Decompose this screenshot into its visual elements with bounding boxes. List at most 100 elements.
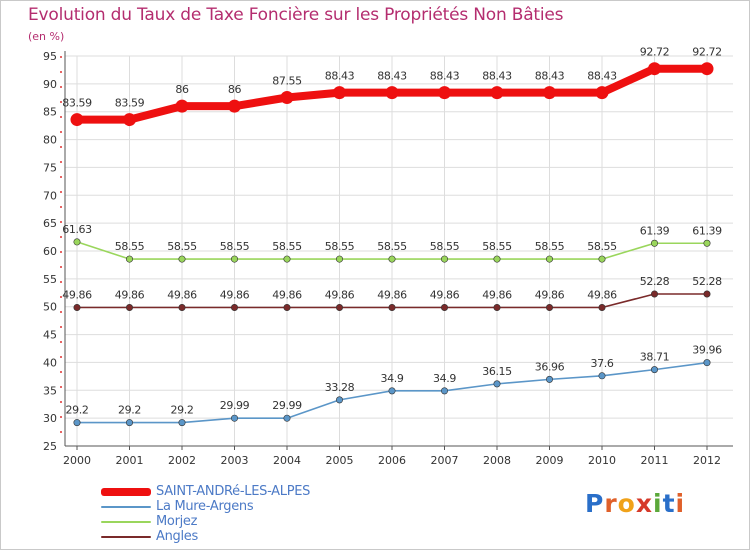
- point-saint-andr-les-alpes-2000: [70, 113, 84, 127]
- point-angles-2003: [231, 303, 239, 311]
- legend-label-morjez: Morjez: [156, 514, 198, 529]
- data-label-angles-2006: 49.86: [377, 288, 407, 301]
- point-la-mure-argens-2002: [178, 419, 186, 427]
- data-label-la-mure-argens-2009: 36.96: [535, 360, 565, 373]
- point-saint-andr-les-alpes-2005: [333, 86, 346, 100]
- data-label-saint-andr-les-alpes-2000: 83.59: [62, 97, 92, 110]
- data-label-angles-2000: 49.86: [62, 288, 92, 301]
- point-la-mure-argens-2011: [650, 366, 658, 374]
- y-tick-label-90: 90: [43, 78, 57, 91]
- data-label-saint-andr-les-alpes-2011: 92.72: [640, 46, 670, 59]
- y-tick-label-55: 55: [43, 273, 57, 286]
- y-tick-label-60: 60: [43, 245, 57, 258]
- x-tick-label-2008: 2008: [483, 454, 511, 467]
- data-label-saint-andr-les-alpes-2001: 83.59: [115, 97, 145, 110]
- point-angles-2004: [283, 303, 291, 311]
- chart-data-labels: 83.59 83.59 86 86 87.55 88.43 88.43 88.43 88.43 8…: [62, 46, 722, 417]
- data-label-saint-andr-les-alpes-2010: 88.43: [587, 70, 617, 83]
- logo-letter: i: [653, 489, 663, 518]
- y-tick-label-75: 75: [43, 161, 57, 174]
- point-morjez-2011: [650, 239, 658, 247]
- chart-grid: [65, 55, 733, 447]
- point-saint-andr-les-alpes-2012: [700, 62, 714, 76]
- point-la-mure-argens-2000: [73, 419, 81, 427]
- point-morjez-2001: [126, 255, 134, 263]
- data-label-morjez-2001: 58.55: [115, 240, 145, 253]
- y-tick-label-45: 45: [43, 329, 57, 342]
- point-saint-andr-les-alpes-2011: [648, 62, 661, 76]
- y-tick-label-40: 40: [43, 356, 57, 369]
- point-saint-andr-les-alpes-2009: [543, 86, 556, 100]
- data-label-morjez-2012: 61.39: [692, 224, 722, 237]
- data-label-morjez-2010: 58.55: [587, 240, 617, 253]
- point-angles-2008: [493, 303, 501, 311]
- point-angles-2012: [703, 290, 711, 298]
- data-label-morjez-2009: 58.55: [535, 240, 565, 253]
- data-label-angles-2011: 52.28: [640, 275, 670, 288]
- logo-letter: i: [675, 489, 686, 518]
- y-tick-label-85: 85: [43, 106, 57, 119]
- data-label-angles-2001: 49.86: [115, 288, 145, 301]
- point-morjez-2005: [335, 255, 343, 263]
- point-saint-andr-les-alpes-2003: [228, 99, 241, 113]
- data-label-angles-2009: 49.86: [535, 288, 565, 301]
- y-tick-label-70: 70: [43, 189, 57, 202]
- point-angles-2000: [73, 303, 81, 311]
- legend-swatch-angles: [101, 536, 151, 538]
- x-tick-label-2011: 2011: [641, 454, 669, 467]
- logo-letter: o: [617, 489, 636, 518]
- data-label-angles-2007: 49.86: [430, 288, 460, 301]
- data-label-la-mure-argens-2007: 34.9: [433, 372, 456, 385]
- point-morjez-2000: [73, 238, 81, 246]
- point-saint-andr-les-alpes-2004: [280, 91, 294, 105]
- point-angles-2002: [178, 303, 186, 311]
- data-label-saint-andr-les-alpes-2003: 86: [228, 83, 242, 96]
- data-label-la-mure-argens-2010: 37.6: [591, 357, 614, 370]
- data-label-morjez-2003: 58.55: [220, 240, 250, 253]
- data-label-morjez-2007: 58.55: [430, 240, 460, 253]
- x-tick-label-2007: 2007: [431, 454, 459, 467]
- point-angles-2001: [126, 303, 134, 311]
- point-angles-2009: [545, 303, 553, 311]
- data-label-angles-2008: 49.86: [482, 288, 512, 301]
- x-tick-label-2010: 2010: [588, 454, 616, 467]
- point-saint-andr-les-alpes-2006: [385, 86, 399, 100]
- point-angles-2007: [440, 303, 448, 311]
- data-label-saint-andr-les-alpes-2012: 92.72: [692, 46, 722, 59]
- data-label-la-mure-argens-2012: 39.96: [692, 344, 722, 357]
- x-tick-label-2000: 2000: [63, 454, 91, 467]
- point-saint-andr-les-alpes-2001: [123, 113, 136, 127]
- point-saint-andr-les-alpes-2007: [438, 86, 451, 100]
- chart-axes: 25 30 35 40 45 50 55 60 65 70 75 80 85 90 95 2000 2001 20…: [43, 50, 733, 467]
- point-morjez-2004: [283, 255, 291, 263]
- data-label-angles-2005: 49.86: [325, 288, 355, 301]
- data-label-la-mure-argens-2004: 29.99: [272, 399, 302, 412]
- x-tick-label-2009: 2009: [536, 454, 564, 467]
- data-label-saint-andr-les-alpes-2009: 88.43: [535, 70, 565, 83]
- x-tick-label-2006: 2006: [378, 454, 406, 467]
- point-la-mure-argens-2012: [703, 359, 711, 367]
- data-label-saint-andr-les-alpes-2005: 88.43: [325, 70, 355, 83]
- data-label-la-mure-argens-2006: 34.9: [381, 372, 404, 385]
- data-label-morjez-2002: 58.55: [167, 240, 197, 253]
- point-morjez-2003: [231, 255, 239, 263]
- data-label-la-mure-argens-2003: 29.99: [220, 399, 250, 412]
- data-label-angles-2010: 49.86: [587, 288, 617, 301]
- data-label-la-mure-argens-2011: 38.71: [640, 351, 670, 364]
- legend-swatch-morjez: [101, 521, 151, 523]
- y-tick-label-50: 50: [43, 301, 57, 314]
- data-label-la-mure-argens-2002: 29.2: [171, 404, 194, 417]
- point-la-mure-argens-2005: [335, 396, 343, 404]
- data-label-la-mure-argens-2008: 36.15: [482, 365, 512, 378]
- proxiti-logo: Proxiti: [585, 489, 685, 518]
- point-la-mure-argens-2007: [440, 387, 448, 395]
- y-tick-label-25: 25: [43, 440, 57, 453]
- legend-swatch-saint-andre: [101, 488, 151, 496]
- data-label-la-mure-argens-2000: 29.2: [66, 404, 89, 417]
- logo-letter: x: [635, 489, 653, 518]
- point-la-mure-argens-2003: [231, 414, 239, 422]
- data-label-morjez-2006: 58.55: [377, 240, 407, 253]
- x-tick-label-2004: 2004: [273, 454, 301, 467]
